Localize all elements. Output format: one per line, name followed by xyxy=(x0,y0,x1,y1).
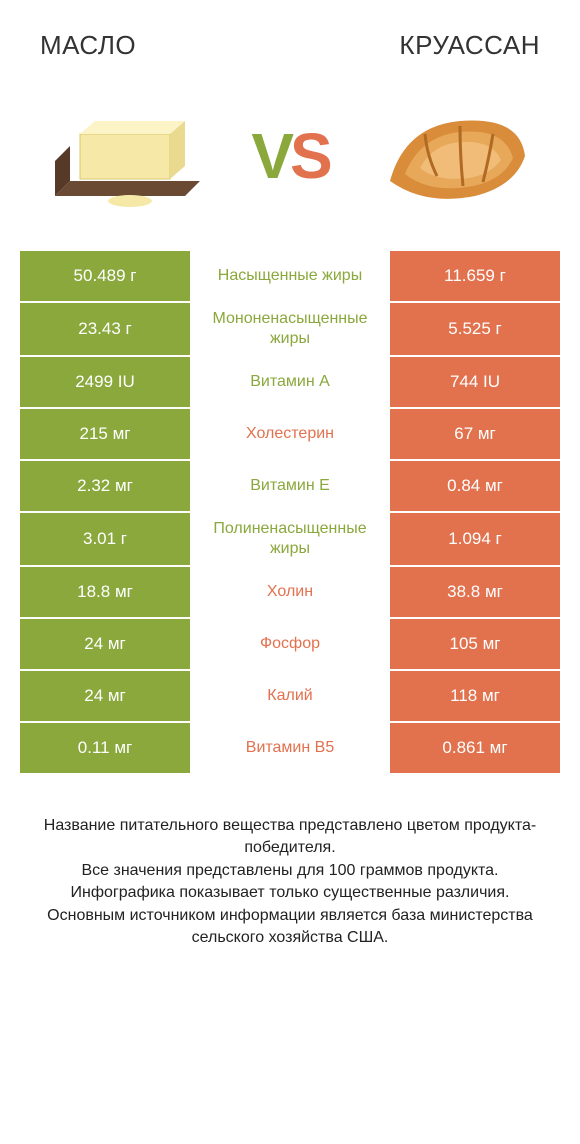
table-row: 18.8 мгХолин38.8 мг xyxy=(20,567,560,619)
cell-right: 1.094 г xyxy=(390,513,560,565)
footer-line-2: Все значения представлены для 100 граммо… xyxy=(30,860,550,882)
croissant-icon xyxy=(365,86,545,226)
table-row: 50.489 гНасыщенные жиры11.659 г xyxy=(20,251,560,303)
vs-label: VS xyxy=(251,119,328,193)
footer-line-1: Название питательного вещества представл… xyxy=(30,815,550,860)
cell-right: 38.8 мг xyxy=(390,567,560,617)
cell-right: 744 IU xyxy=(390,357,560,407)
table-row: 2499 IUВитамин A744 IU xyxy=(20,357,560,409)
cell-right: 5.525 г xyxy=(390,303,560,355)
cell-right: 0.861 мг xyxy=(390,723,560,773)
cell-nutrient: Насыщенные жиры xyxy=(190,251,390,301)
comparison-table: 50.489 гНасыщенные жиры11.659 г23.43 гМо… xyxy=(0,251,580,775)
vs-v: V xyxy=(251,120,290,192)
cell-nutrient: Полиненасыщенные жиры xyxy=(190,513,390,565)
cell-nutrient: Витамин A xyxy=(190,357,390,407)
footer-line-3: Инфографика показывает только существенн… xyxy=(30,882,550,904)
footer: Название питательного вещества представл… xyxy=(0,775,580,949)
cell-right: 67 мг xyxy=(390,409,560,459)
cell-nutrient: Холин xyxy=(190,567,390,617)
cell-left: 3.01 г xyxy=(20,513,190,565)
vs-s: S xyxy=(290,120,329,192)
table-row: 3.01 гПолиненасыщенные жиры1.094 г xyxy=(20,513,560,567)
cell-left: 0.11 мг xyxy=(20,723,190,773)
title-right: КРУАССАН xyxy=(399,30,540,61)
table-row: 2.32 мгВитамин E0.84 мг xyxy=(20,461,560,513)
table-row: 24 мгКалий118 мг xyxy=(20,671,560,723)
cell-right: 11.659 г xyxy=(390,251,560,301)
cell-left: 18.8 мг xyxy=(20,567,190,617)
table-row: 215 мгХолестерин67 мг xyxy=(20,409,560,461)
cell-left: 24 мг xyxy=(20,619,190,669)
cell-right: 0.84 мг xyxy=(390,461,560,511)
cell-nutrient: Витамин B5 xyxy=(190,723,390,773)
table-row: 24 мгФосфор105 мг xyxy=(20,619,560,671)
cell-left: 50.489 г xyxy=(20,251,190,301)
header: МАСЛО КРУАССАН xyxy=(0,0,580,71)
cell-left: 2.32 мг xyxy=(20,461,190,511)
cell-left: 24 мг xyxy=(20,671,190,721)
cell-nutrient: Витамин E xyxy=(190,461,390,511)
cell-left: 23.43 г xyxy=(20,303,190,355)
butter-icon xyxy=(35,86,215,226)
cell-right: 118 мг xyxy=(390,671,560,721)
images-row: VS xyxy=(0,71,580,251)
footer-line-4: Основным источником информации является … xyxy=(30,905,550,950)
cell-nutrient: Холестерин xyxy=(190,409,390,459)
butter-image xyxy=(30,81,220,231)
cell-left: 2499 IU xyxy=(20,357,190,407)
cell-left: 215 мг xyxy=(20,409,190,459)
croissant-image xyxy=(360,81,550,231)
cell-nutrient: Калий xyxy=(190,671,390,721)
cell-right: 105 мг xyxy=(390,619,560,669)
cell-nutrient: Мононенасыщенные жиры xyxy=(190,303,390,355)
cell-nutrient: Фосфор xyxy=(190,619,390,669)
table-row: 0.11 мгВитамин B50.861 мг xyxy=(20,723,560,775)
table-row: 23.43 гМононенасыщенные жиры5.525 г xyxy=(20,303,560,357)
title-left: МАСЛО xyxy=(40,30,136,61)
